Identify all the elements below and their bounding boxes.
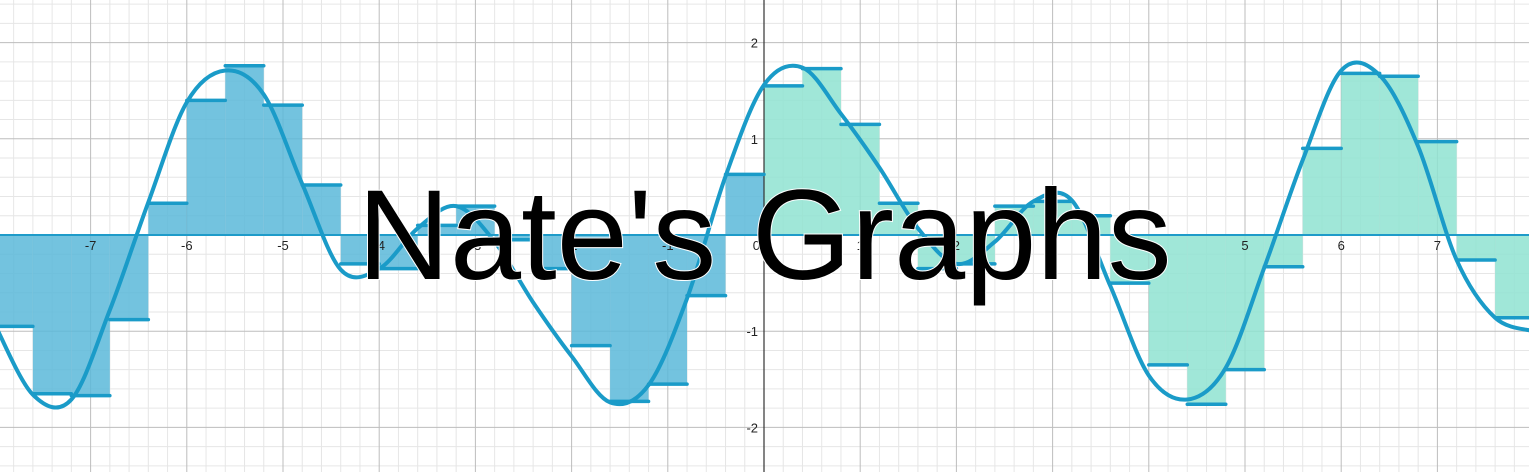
- x-tick-label: -6: [181, 238, 193, 253]
- riemann-rect: [802, 68, 841, 235]
- x-tick-label: 0: [753, 238, 760, 253]
- riemann-rect: [225, 65, 264, 235]
- x-tick-label: -5: [277, 238, 289, 253]
- riemann-rect: [1495, 235, 1529, 318]
- x-tick-label: 5: [1241, 238, 1248, 253]
- riemann-rect: [340, 235, 380, 264]
- x-tick-label: 1: [857, 238, 864, 253]
- riemann-rect: [1456, 235, 1496, 261]
- riemann-rect: [186, 100, 226, 235]
- riemann-rect: [1033, 201, 1072, 235]
- riemann-rect: [764, 85, 803, 235]
- x-tick-label: 3: [1049, 238, 1056, 253]
- riemann-rect: [302, 184, 341, 235]
- riemann-rect: [725, 174, 764, 235]
- x-tick-label: -2: [566, 238, 578, 253]
- x-tick-label: 2: [953, 238, 960, 253]
- riemann-rect: [417, 225, 457, 235]
- riemann-rect: [1110, 235, 1149, 284]
- riemann-rect: [648, 235, 688, 385]
- x-tick-label: -4: [373, 238, 385, 253]
- riemann-rect: [32, 235, 72, 394]
- riemann-rect: [533, 235, 572, 269]
- riemann-rect: [0, 235, 33, 327]
- riemann-rect: [571, 235, 611, 346]
- riemann-rect: [610, 235, 649, 402]
- function-curve: [0, 60, 1529, 410]
- riemann-rect: [109, 235, 149, 320]
- y-tick-label: 2: [751, 36, 758, 51]
- riemann-rect: [494, 235, 534, 240]
- page-title: Nate's Graphs: [356, 164, 1172, 307]
- riemann-rect: [1071, 215, 1111, 235]
- x-tick-label: -7: [85, 238, 97, 253]
- riemann-rect: [148, 203, 187, 235]
- x-tick-label: 7: [1434, 238, 1441, 253]
- riemann-rect: [1418, 141, 1457, 235]
- riemann-rect: [71, 235, 110, 396]
- x-tick-label: 6: [1338, 238, 1345, 253]
- x-tick-label: -3: [470, 238, 482, 253]
- riemann-rect: [1148, 235, 1188, 365]
- y-tick-label: -1: [746, 324, 758, 339]
- x-tick-label: -1: [662, 238, 674, 253]
- x-tick-label: 4: [1145, 238, 1152, 253]
- riemann-rect: [1225, 235, 1265, 370]
- y-tick-label: 1: [751, 132, 758, 147]
- riemann-rect: [1302, 148, 1342, 235]
- y-tick-label: -2: [746, 420, 758, 435]
- riemann-rect: [1341, 73, 1380, 235]
